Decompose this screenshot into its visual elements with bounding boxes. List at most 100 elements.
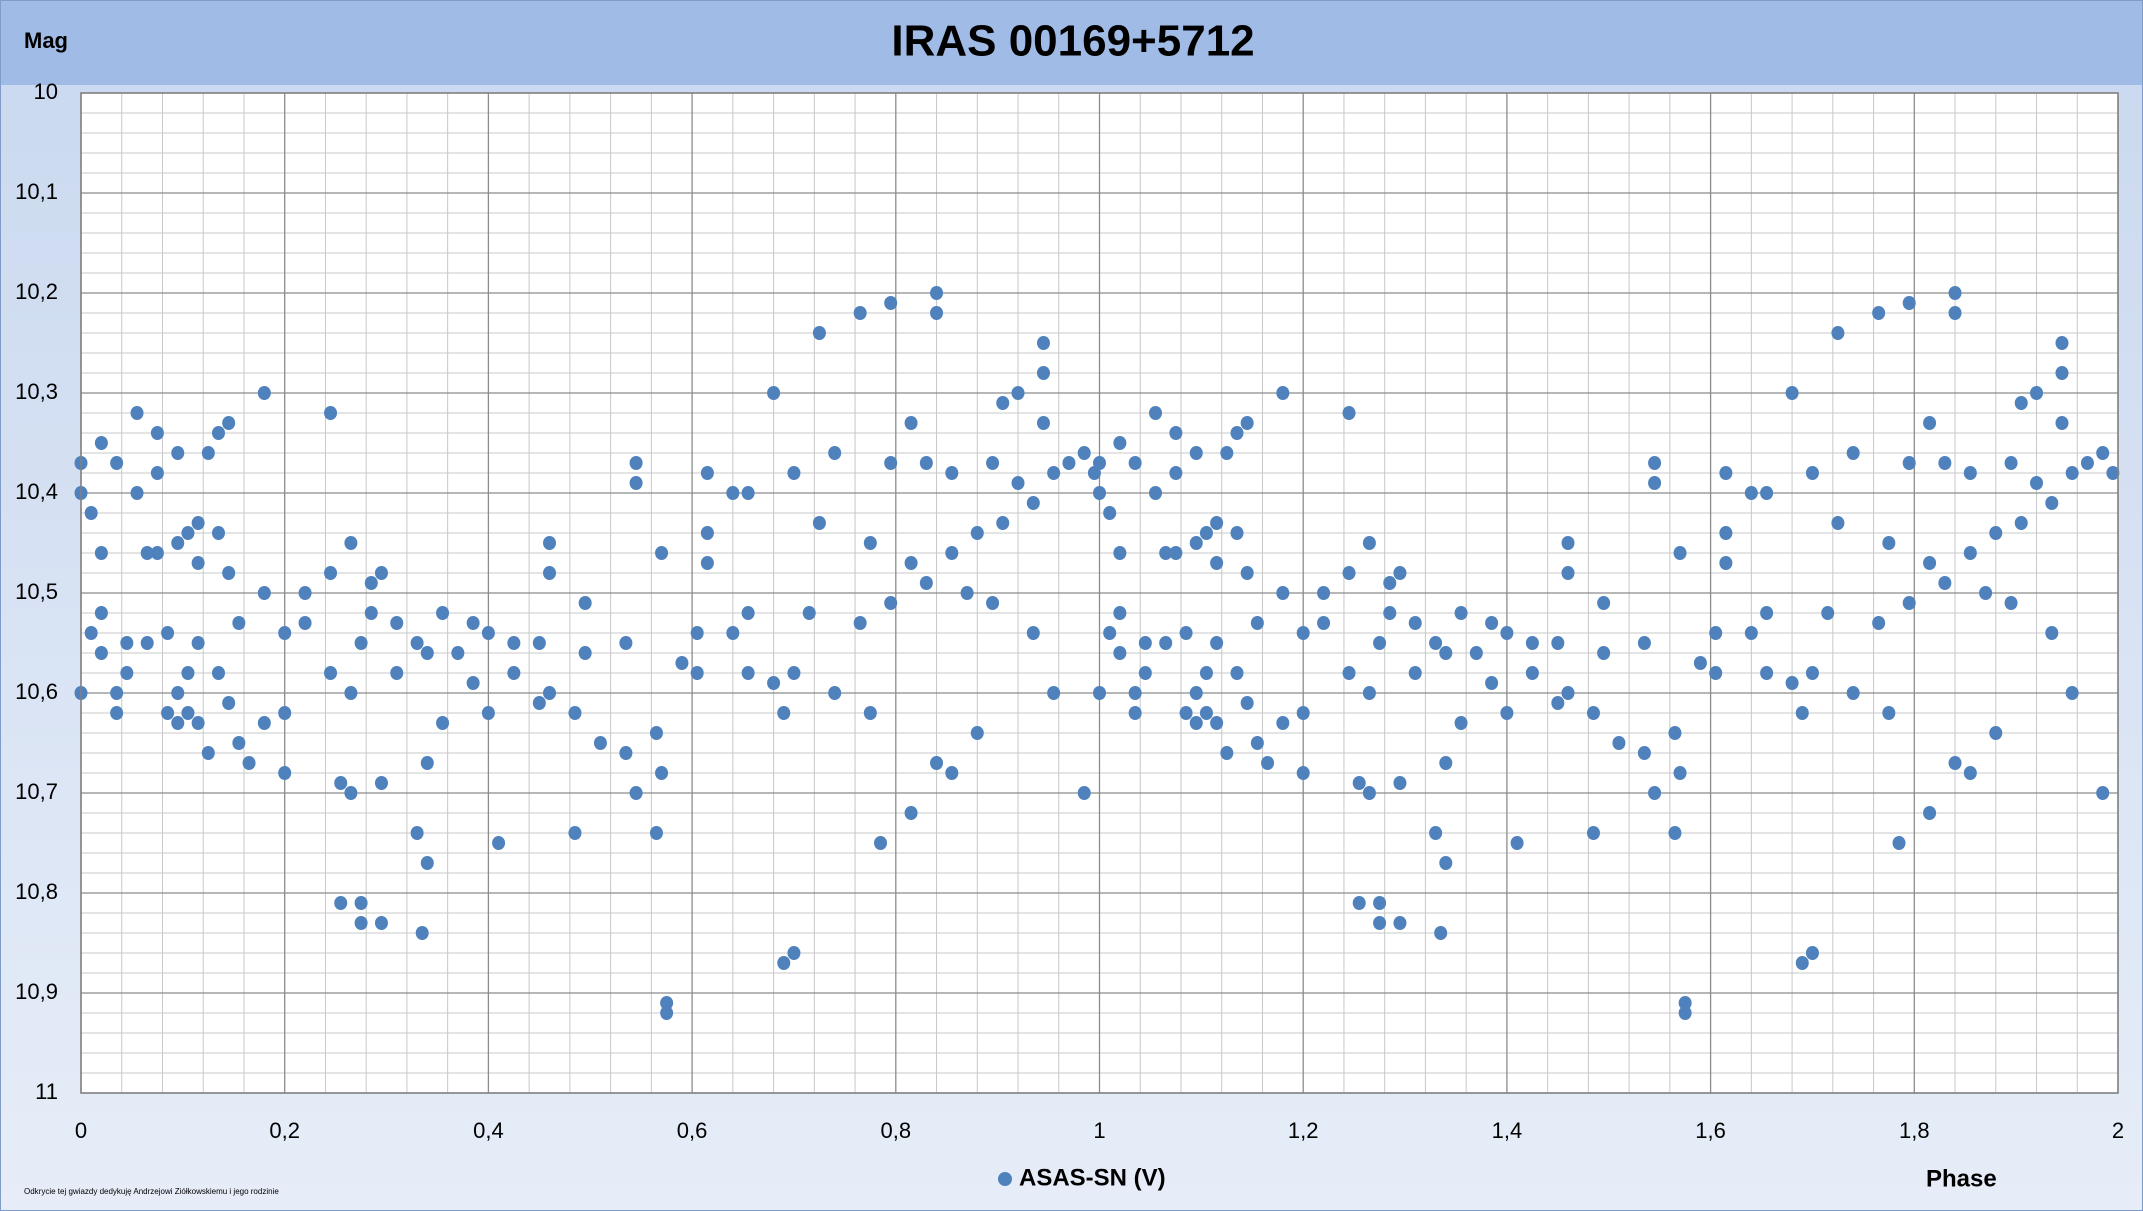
point	[354, 636, 368, 650]
point	[364, 606, 378, 620]
point	[211, 426, 225, 440]
point	[945, 766, 959, 780]
point	[1510, 836, 1524, 850]
point	[344, 786, 358, 800]
point	[130, 486, 144, 500]
points	[74, 286, 2120, 1020]
point	[2106, 466, 2120, 480]
point	[1342, 566, 1356, 580]
point	[140, 636, 154, 650]
point	[660, 996, 674, 1010]
point	[1500, 706, 1514, 720]
point	[1673, 546, 1687, 560]
point	[1036, 336, 1050, 350]
point	[1393, 776, 1407, 790]
point	[2014, 396, 2028, 410]
point	[1189, 716, 1203, 730]
point	[578, 596, 592, 610]
point	[1673, 766, 1687, 780]
point	[324, 406, 338, 420]
point	[110, 456, 124, 470]
point	[2004, 456, 2018, 470]
point	[298, 586, 312, 600]
point	[812, 516, 826, 530]
point	[1362, 786, 1376, 800]
point	[1709, 626, 1723, 640]
point	[690, 666, 704, 680]
point	[232, 736, 246, 750]
point	[344, 536, 358, 550]
point	[1103, 506, 1117, 520]
point	[436, 716, 450, 730]
point	[1668, 726, 1682, 740]
point	[1169, 546, 1183, 560]
point	[191, 716, 205, 730]
point	[84, 506, 98, 520]
point	[1963, 766, 1977, 780]
point	[1093, 486, 1106, 500]
point	[828, 446, 842, 460]
point	[374, 776, 388, 790]
point	[1485, 676, 1499, 690]
point	[1989, 526, 2003, 540]
header-band	[1, 1, 2142, 85]
point	[507, 636, 521, 650]
point	[1138, 636, 1152, 650]
point	[390, 666, 404, 680]
point	[1036, 366, 1050, 380]
point	[629, 786, 643, 800]
point	[1821, 606, 1835, 620]
point	[1408, 616, 1422, 630]
chart-title: IRAS 00169+5712	[891, 17, 1254, 66]
x-tick-label: 0,2	[269, 1118, 300, 1143]
point	[1113, 546, 1127, 560]
point	[1525, 666, 1539, 680]
point	[492, 836, 506, 850]
point	[201, 446, 215, 460]
point	[970, 526, 984, 540]
point	[619, 636, 633, 650]
point	[1831, 516, 1845, 530]
y-tick-label: 10,7	[15, 779, 58, 804]
point	[1261, 756, 1275, 770]
legend-label: ASAS-SN (V)	[1019, 1164, 1166, 1191]
point	[1317, 586, 1331, 600]
point	[1189, 446, 1203, 460]
point	[1138, 666, 1152, 680]
point	[324, 566, 338, 580]
legend-marker	[998, 1172, 1012, 1186]
y-tick-label: 11	[35, 1079, 58, 1104]
point	[298, 616, 312, 630]
point	[904, 556, 918, 570]
point	[481, 626, 495, 640]
point	[1362, 686, 1376, 700]
point	[1831, 326, 1845, 340]
point	[543, 536, 557, 550]
point	[741, 666, 755, 680]
point	[1454, 716, 1468, 730]
point	[1149, 406, 1163, 420]
point	[700, 526, 714, 540]
point	[1892, 836, 1906, 850]
point	[1393, 916, 1407, 930]
point	[1026, 626, 1040, 640]
point	[2065, 466, 2079, 480]
point	[2045, 626, 2059, 640]
x-tick-label: 1,8	[1899, 1118, 1930, 1143]
point	[1296, 626, 1310, 640]
point	[1128, 456, 1142, 470]
point	[853, 616, 867, 630]
point	[532, 636, 546, 650]
point	[1077, 786, 1091, 800]
point	[420, 856, 434, 870]
point	[1785, 676, 1799, 690]
point	[1189, 536, 1203, 550]
point	[171, 686, 185, 700]
point	[1923, 556, 1937, 570]
point	[1902, 596, 1916, 610]
point	[1210, 556, 1224, 570]
point	[1103, 626, 1117, 640]
point	[619, 746, 633, 760]
point	[787, 466, 801, 480]
point	[863, 706, 877, 720]
